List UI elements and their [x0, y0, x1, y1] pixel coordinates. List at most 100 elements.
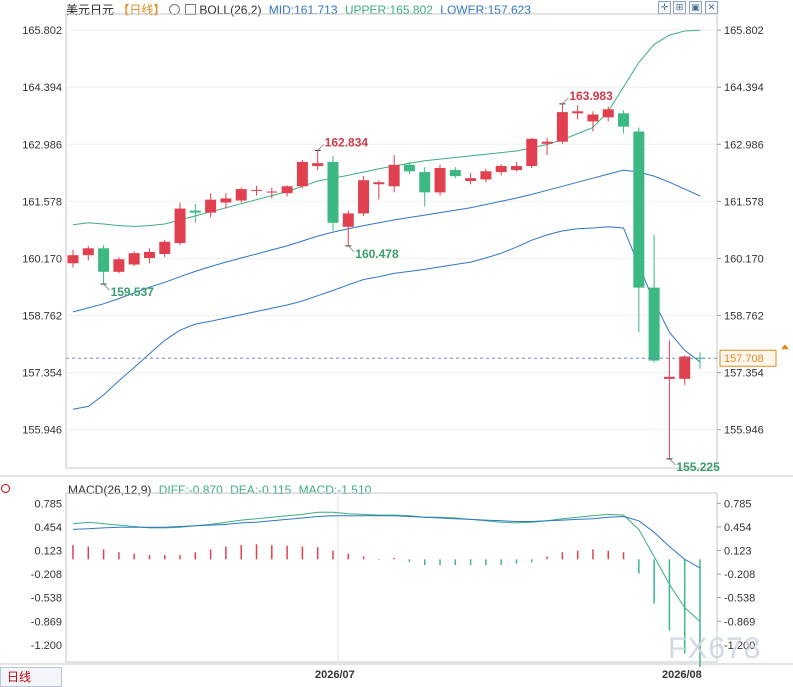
y-tick-label: 164.394	[724, 82, 764, 94]
y-tick-label: 161.578	[724, 196, 764, 208]
candle-body	[159, 241, 171, 254]
y-tick-label: 161.578	[22, 196, 62, 208]
extreme-leader	[103, 283, 110, 291]
candle-body	[465, 178, 477, 182]
candle-body	[495, 166, 507, 173]
candle-body	[342, 213, 354, 227]
zoom-icon[interactable]: ⊞	[673, 1, 686, 14]
candle-body	[618, 113, 630, 127]
y-tick-label: 155.946	[22, 425, 62, 437]
price-arrow-icon	[781, 344, 789, 350]
y-tick-label: 157.354	[724, 368, 764, 380]
candle-body	[82, 248, 94, 256]
candle-body	[602, 109, 614, 118]
candle-body	[633, 131, 645, 288]
extreme-label: 162.834	[325, 135, 369, 149]
candle-body	[205, 199, 217, 213]
candle-body	[388, 164, 400, 187]
y-tick-label: 162.986	[22, 139, 62, 151]
candle-body	[480, 171, 492, 180]
candle-body	[128, 253, 140, 265]
candle-body	[419, 172, 431, 193]
candle-body	[541, 141, 553, 144]
candle-body	[327, 161, 339, 223]
candle-body	[358, 180, 370, 214]
candle-body	[373, 182, 385, 185]
candle-body	[526, 138, 538, 167]
watermark-logo: FX678	[668, 632, 762, 665]
macd-settings-icon[interactable]	[1, 484, 10, 493]
current-price-label: 157.708	[724, 353, 764, 365]
candle-body	[449, 170, 461, 177]
x-tick-label: 2026/08	[662, 669, 702, 681]
candle-body	[312, 163, 324, 167]
y-tick-label: 0.123	[34, 546, 62, 558]
y-tick-label: -0.869	[31, 616, 62, 628]
y-tick-label: -1.200	[31, 640, 62, 652]
y-tick-label: 0.454	[724, 522, 752, 534]
y-tick-label: 160.170	[22, 253, 62, 265]
y-tick-label: 0.785	[724, 498, 752, 510]
y-tick-label: 160.170	[724, 253, 764, 265]
candle-body	[98, 248, 110, 272]
y-tick-label: -0.869	[724, 616, 755, 628]
y-tick-label: -0.208	[31, 569, 62, 581]
candle-body	[403, 164, 415, 172]
candle-body	[648, 287, 660, 361]
x-tick-label: 2026/07	[315, 669, 355, 681]
candle-body	[510, 166, 522, 171]
macd-diff-line	[72, 511, 701, 622]
candle-body	[189, 210, 201, 213]
y-tick-label: -0.538	[31, 593, 62, 605]
extreme-label: 160.478	[355, 247, 399, 261]
y-tick-label: 158.762	[724, 311, 764, 323]
candle-body	[220, 198, 232, 203]
y-tick-label: 165.802	[22, 25, 62, 37]
extreme-label: 159.537	[111, 285, 155, 299]
boll-lower-line	[72, 226, 701, 410]
extreme-leader	[669, 458, 676, 466]
y-tick-label: -0.208	[724, 569, 755, 581]
y-tick-label: 0.785	[34, 498, 62, 510]
candle-body	[281, 186, 293, 194]
extreme-leader	[347, 245, 355, 253]
current-price-tag	[719, 349, 777, 367]
extreme-label: 155.225	[676, 460, 720, 474]
boll-upper-line	[72, 29, 701, 227]
timeframe-tab[interactable]: 日线	[0, 667, 62, 687]
y-tick-label: 0.454	[34, 522, 62, 534]
extreme-label: 163.983	[569, 89, 613, 103]
candle-body	[556, 112, 568, 142]
candle-body	[694, 357, 706, 359]
y-tick-label: 162.986	[724, 139, 764, 151]
extreme-leader	[317, 144, 325, 151]
candle-body	[251, 189, 263, 191]
y-tick-label: 158.762	[22, 311, 62, 323]
candle-body	[587, 114, 599, 122]
candle-body	[235, 189, 247, 201]
y-tick-label: -1.200	[724, 640, 755, 652]
candle-body	[296, 161, 308, 187]
candle-body	[663, 376, 675, 379]
boll-mid-line	[72, 169, 701, 313]
y-tick-label: 0.123	[724, 546, 752, 558]
candle-body	[174, 208, 186, 244]
y-tick-label: 164.394	[22, 82, 62, 94]
y-tick-label: 155.946	[724, 425, 764, 437]
y-tick-label: 165.802	[724, 25, 764, 37]
macd-panel-frame	[65, 492, 718, 663]
candle-body	[143, 251, 155, 259]
candle-body	[434, 168, 446, 193]
candle-body	[67, 255, 79, 264]
crosshair-icon[interactable]: ✛	[658, 1, 671, 14]
y-tick-label: 157.354	[22, 368, 62, 380]
price-panel-frame	[65, 13, 718, 469]
candle-body	[679, 356, 691, 379]
candle-body	[266, 191, 278, 193]
candle-body	[572, 111, 584, 114]
y-tick-label: -0.538	[724, 593, 755, 605]
extreme-leader	[562, 97, 569, 105]
candle-body	[113, 259, 125, 272]
